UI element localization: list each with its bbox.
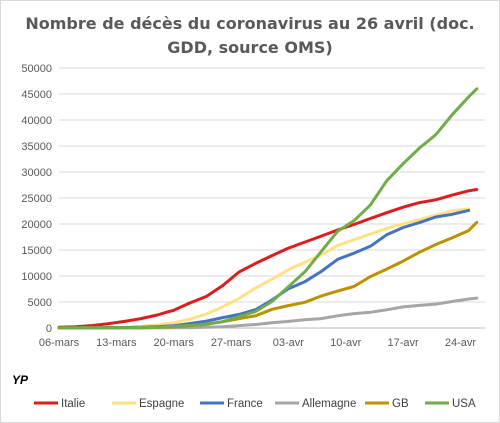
- y-tick-label: 50000: [21, 63, 52, 75]
- y-tick-label: 0: [46, 323, 52, 335]
- legend-item-allemagne: Allemagne: [275, 398, 356, 410]
- legend-label: Italie: [61, 398, 85, 410]
- y-tick-label: 40000: [21, 115, 52, 127]
- gridlines: [59, 67, 485, 329]
- y-tick-label: 45000: [21, 89, 52, 101]
- legend-label: USA: [452, 398, 476, 410]
- y-axis-tick-labels: 0 5000 10000 15000 20000 25000 30000 35000 40000…: [21, 63, 52, 335]
- author-mark: YP: [12, 373, 29, 387]
- legend-item-gb: GB: [365, 398, 409, 410]
- series-line-italie: [57, 188, 479, 329]
- legend-label: Espagne: [139, 398, 184, 410]
- legend-label: GB: [392, 398, 409, 410]
- legend-label: France: [227, 398, 263, 410]
- series-line-allemagne: [57, 296, 479, 330]
- x-tick-label: 27-mars: [211, 337, 252, 349]
- x-tick-label: 17-avr: [387, 337, 419, 349]
- y-tick-label: 15000: [21, 245, 52, 257]
- series-lines: [57, 87, 479, 330]
- x-tick-label: 13-mars: [96, 337, 137, 349]
- legend: Italie Espagne France Allemagne GB USA: [34, 398, 476, 410]
- x-tick-label: 20-mars: [154, 337, 195, 349]
- x-tick-label: 03-avr: [273, 337, 305, 349]
- y-tick-label: 35000: [21, 141, 52, 153]
- y-tick-label: 20000: [21, 219, 52, 231]
- x-tick-label: 10-avr: [330, 337, 362, 349]
- chart-title-line-1: Nombre de décès du coronavirus au 26 avr…: [25, 14, 474, 33]
- legend-item-usa: USA: [425, 398, 476, 410]
- x-tick-label: 06-mars: [39, 337, 80, 349]
- legend-label: Allemagne: [302, 398, 356, 410]
- legend-item-espagne: Espagne: [112, 398, 184, 410]
- y-tick-label: 30000: [21, 167, 52, 179]
- chart-title-line-2: GDD, source OMS): [167, 38, 332, 57]
- legend-item-italie: Italie: [34, 398, 85, 410]
- x-axis-tick-labels: 06-mars 13-mars 20-mars 27-mars 03-avr 10-avr…: [39, 337, 477, 349]
- y-tick-label: 10000: [21, 271, 52, 283]
- x-tick-label: 24-avr: [445, 337, 477, 349]
- series-line-usa: [57, 87, 479, 330]
- legend-item-france: France: [200, 398, 263, 410]
- y-tick-label: 5000: [28, 297, 52, 309]
- y-tick-label: 25000: [21, 193, 52, 205]
- series-line-espagne: [57, 207, 471, 330]
